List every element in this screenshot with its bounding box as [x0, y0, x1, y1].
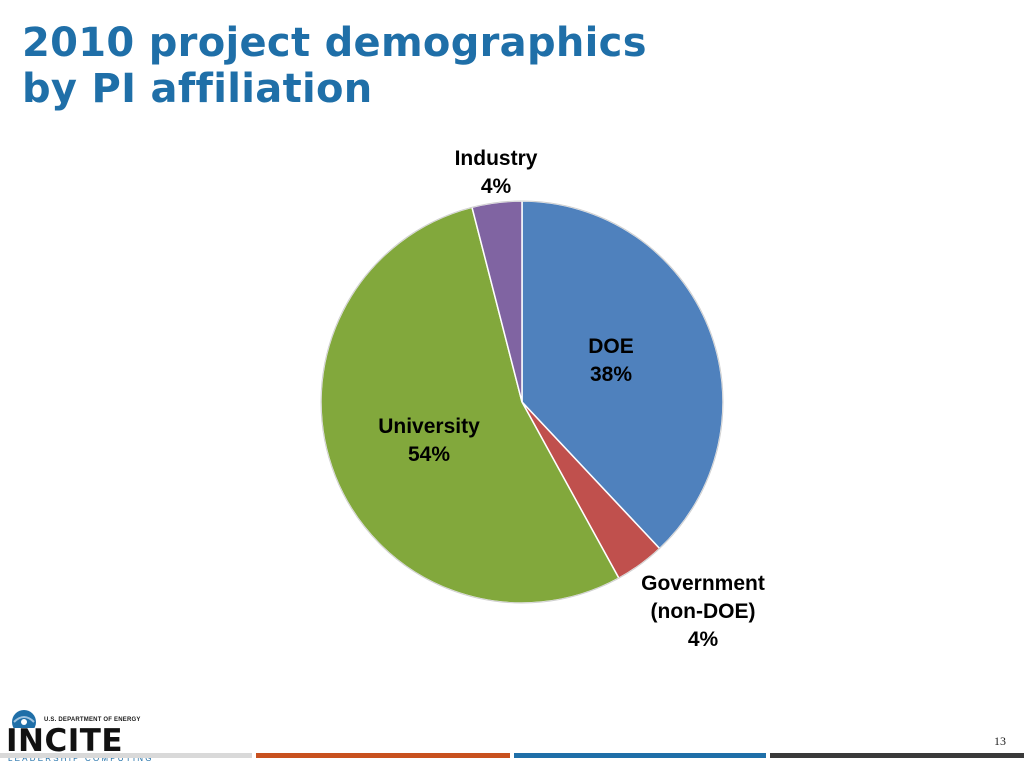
pie-label-doe: DOE 38%: [588, 335, 634, 386]
page-number: 13: [994, 734, 1006, 748]
slide-title-line-2: by PI affiliation: [22, 66, 373, 112]
pie-label-line: (non-DOE): [651, 600, 756, 623]
pie-label-line: 4%: [481, 175, 512, 198]
pie-label-line: University: [378, 415, 480, 438]
pie-label-line: 4%: [688, 628, 719, 651]
logo-department-text: U.S. DEPARTMENT OF ENERGY: [44, 717, 141, 723]
slide-title-line-1: 2010 project demographics: [22, 20, 647, 66]
logo-subtitle: LEADERSHIP COMPUTING: [8, 754, 154, 763]
pie-label-line: 54%: [408, 443, 450, 466]
pie-label-government: Government (non-DOE) 4%: [641, 572, 765, 651]
logo-wordmark: INCITE: [6, 723, 124, 759]
footer-bar-orange: [256, 753, 510, 758]
pie-label-line: 38%: [590, 363, 632, 386]
footer-bar-gray: [0, 753, 252, 758]
footer-bar-blue: [514, 753, 766, 758]
slide-title: 2010 project demographics by PI affiliat…: [22, 20, 647, 112]
footer-bar-dark: [770, 753, 1024, 758]
pie-label-university: University 54%: [378, 415, 480, 466]
pie-label-industry: Industry 4%: [455, 147, 538, 198]
doe-seal-icon: [12, 710, 36, 728]
footer-color-bars: [0, 753, 1024, 758]
pie-chart: DOE 38% Government (non-DOE) 4% University 54%…: [320, 147, 765, 651]
pie-label-line: DOE: [588, 335, 634, 358]
pie-rim: [320, 200, 724, 604]
pie-label-line: Industry: [455, 147, 538, 170]
incite-logo: U.S. DEPARTMENT OF ENERGY INCITE LEADERS…: [6, 706, 151, 763]
pie-label-line: Government: [641, 572, 765, 595]
